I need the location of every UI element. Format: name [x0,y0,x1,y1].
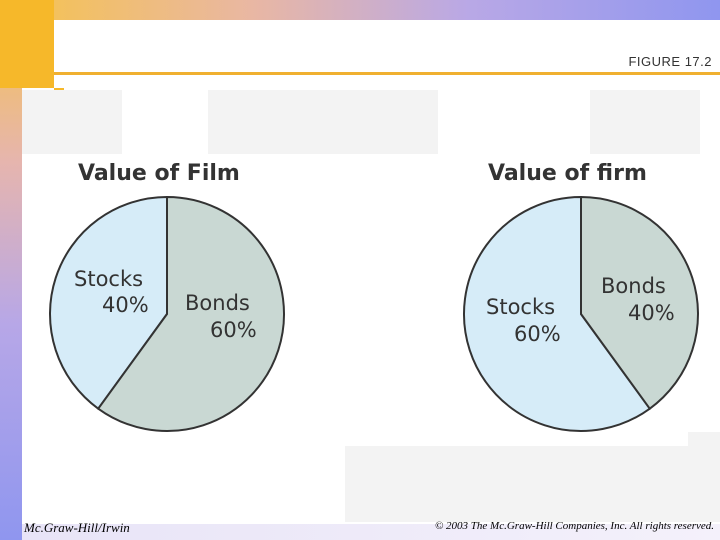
slice-label-bonds: Bonds [185,291,250,315]
pie-slice-bonds [96,195,285,432]
slice-percent-bonds: 40% [628,301,675,325]
slice-label-stocks: Stocks [74,267,143,291]
background-tile [22,90,122,154]
chart-title: Value of firm [488,161,647,186]
slice-percent-bonds: 60% [210,318,257,342]
slice-label-bonds: Bonds [601,274,666,298]
top-gradient-band [0,0,720,20]
footer-publisher: Mc.Graw-Hill/Irwin [24,520,130,535]
corner-accent-block [0,0,54,88]
pie-chart-firm: Value of firm Stocks 60% Bonds 40% [463,161,699,432]
slice-percent-stocks: 40% [102,293,149,317]
footer-band [22,524,720,540]
left-gradient-band [0,0,22,540]
slice-label-stocks: Stocks [486,295,555,319]
background-tile [208,90,438,154]
corner-tick-horizontal [54,88,64,90]
chart-title: Value of Film [78,161,240,186]
background-tile [590,90,700,154]
title-rule [54,72,720,75]
pie-slice-stocks [463,195,652,432]
slice-percent-stocks: 60% [514,322,561,346]
figure-label: FIGURE 17.2 [628,54,712,69]
pie-slice-stocks [49,195,168,411]
footer-copyright: © 2003 The Mc.Graw-Hill Companies, Inc. … [434,520,714,532]
background-tile [345,432,720,522]
pie-slice-bonds [580,195,699,411]
